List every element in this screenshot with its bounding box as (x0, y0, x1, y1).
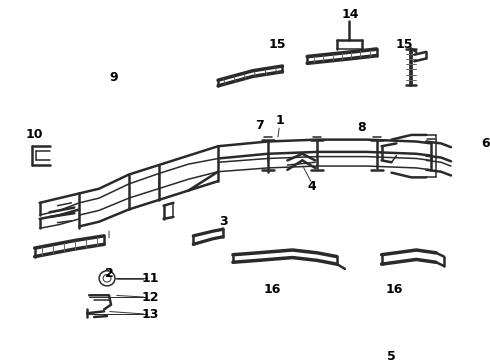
Text: 5: 5 (387, 350, 396, 360)
Text: 7: 7 (255, 119, 264, 132)
Text: 14: 14 (341, 8, 359, 21)
Text: 11: 11 (142, 272, 159, 285)
Text: 12: 12 (142, 291, 159, 304)
Text: 4: 4 (308, 180, 317, 193)
Text: 2: 2 (105, 267, 113, 280)
Text: 3: 3 (219, 215, 227, 228)
Text: 16: 16 (386, 283, 403, 296)
Text: 1: 1 (275, 114, 284, 127)
Text: 15: 15 (269, 38, 286, 51)
Text: 15: 15 (395, 38, 413, 51)
Text: 9: 9 (110, 71, 118, 84)
Text: 13: 13 (142, 308, 159, 321)
Text: 6: 6 (481, 137, 490, 150)
Text: 10: 10 (26, 129, 44, 141)
Text: 8: 8 (358, 121, 366, 134)
Text: 16: 16 (264, 283, 281, 296)
